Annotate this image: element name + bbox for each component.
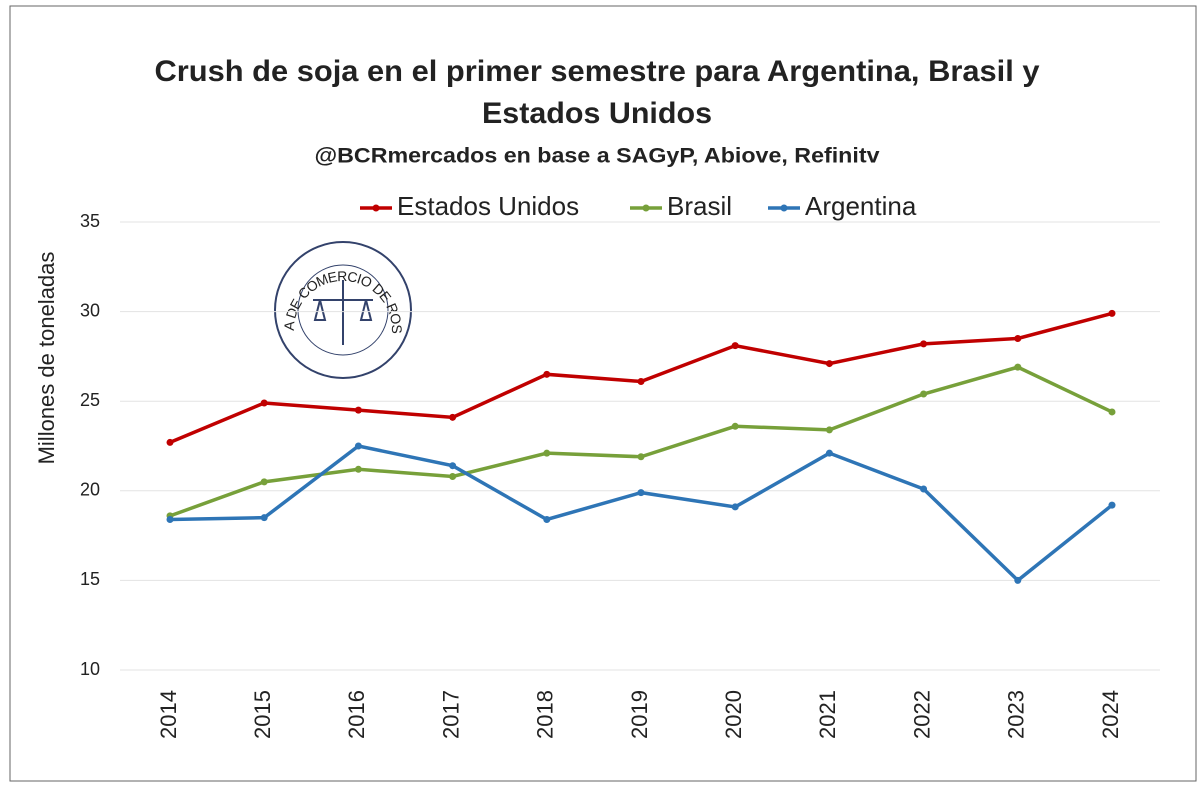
legend-label: Estados Unidos (397, 191, 579, 221)
point (637, 377, 645, 385)
point (449, 462, 457, 470)
point (825, 449, 833, 457)
x-tick-label: 2024 (1098, 690, 1123, 739)
point (731, 422, 739, 430)
point (354, 442, 362, 450)
x-tick-label: 2021 (815, 690, 840, 739)
x-tick-label: 2022 (909, 690, 934, 739)
y-tick-label: 25 (80, 390, 100, 410)
y-tick-label: 20 (80, 480, 100, 500)
point (166, 438, 174, 446)
x-tick-label: 2017 (438, 690, 463, 739)
y-tick-label: 15 (80, 569, 100, 589)
point (1014, 363, 1022, 371)
point (543, 370, 551, 378)
legend-marker (642, 204, 650, 212)
logo-emblem (313, 280, 373, 345)
point (825, 360, 833, 368)
point (543, 449, 551, 457)
x-tick-label: 2016 (344, 690, 369, 739)
legend-marker (372, 204, 380, 212)
chart-subtitle: @BCRmercados en base a SAGyP, Abiove, Re… (315, 145, 880, 168)
point (731, 503, 739, 511)
point (920, 340, 928, 348)
x-tick-label: 2018 (533, 690, 558, 739)
point (354, 465, 362, 473)
point (1108, 309, 1116, 317)
legend-marker (780, 204, 788, 212)
chart-title: Crush de soja en el primer semestre para… (155, 55, 1040, 88)
point (825, 426, 833, 434)
point (354, 406, 362, 414)
point (543, 515, 551, 523)
y-tick-label: 30 (80, 300, 100, 320)
point (166, 515, 174, 523)
y-axis-label: Millones de toneladas (34, 252, 59, 465)
legend-label: Argentina (805, 191, 917, 221)
x-tick-label: 2019 (627, 690, 652, 739)
point (449, 413, 457, 421)
point (731, 342, 739, 350)
legend-label: Brasil (667, 191, 732, 221)
frame (9, 5, 1197, 782)
line (169, 444, 1114, 583)
point (920, 390, 928, 398)
point (920, 485, 928, 493)
point (260, 514, 268, 522)
point (637, 489, 645, 497)
x-tick-label: 2015 (250, 690, 275, 739)
point (637, 453, 645, 461)
x-tick-label: 2020 (721, 690, 746, 739)
point (1108, 501, 1116, 509)
point (1014, 334, 1022, 342)
point (1108, 408, 1116, 416)
point (260, 478, 268, 486)
logo-ring (297, 264, 389, 356)
x-tick-label: 2023 (1004, 690, 1029, 739)
y-tick-label: 10 (80, 659, 100, 679)
x-tick-label: 2014 (156, 690, 181, 739)
chart-title: Estados Unidos (482, 97, 712, 130)
point (449, 472, 457, 480)
point (1014, 576, 1022, 584)
y-tick-label: 35 (80, 211, 100, 231)
point (260, 399, 268, 407)
